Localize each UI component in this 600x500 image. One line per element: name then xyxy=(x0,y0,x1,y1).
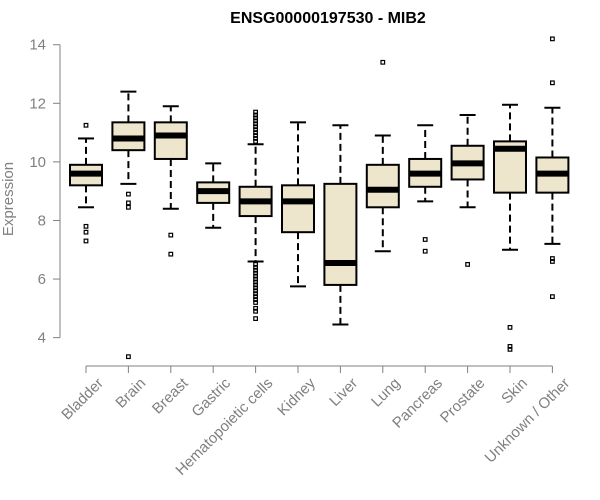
outlier-point xyxy=(422,248,428,254)
outlier-point xyxy=(253,291,259,297)
iqr-box xyxy=(281,184,315,234)
box-unknown-other xyxy=(535,36,570,300)
y-tick-label: 6 xyxy=(38,271,46,288)
y-tick-label: 14 xyxy=(29,37,46,54)
box-gastric xyxy=(196,162,231,229)
box-breast xyxy=(153,105,188,257)
outlier-point xyxy=(253,130,259,135)
outlier-point xyxy=(83,238,89,244)
outlier-point xyxy=(253,112,259,118)
y-tick-label: 12 xyxy=(29,95,46,112)
outlier-point xyxy=(125,191,131,197)
outlier-point xyxy=(125,204,131,210)
outlier-point xyxy=(253,118,259,124)
outlier-point xyxy=(253,285,259,291)
box-bladder xyxy=(69,122,103,244)
outlier-point xyxy=(253,124,259,130)
x-tick-label: Bladder xyxy=(58,375,107,424)
outlier-point xyxy=(253,305,259,311)
outlier-point xyxy=(253,300,259,305)
outlier-point xyxy=(253,316,259,321)
outlier-point xyxy=(465,262,470,267)
x-tick-label: Prostate xyxy=(437,375,489,427)
box-kidney xyxy=(281,121,315,288)
outlier-point xyxy=(253,127,259,133)
y-tick-label: 8 xyxy=(38,212,46,229)
outlier-point xyxy=(253,270,259,276)
outlier-point xyxy=(422,237,428,242)
outlier-point xyxy=(253,262,259,267)
box-lung xyxy=(365,59,400,253)
outlier-point xyxy=(253,109,259,115)
outlier-point xyxy=(549,294,555,300)
boxes xyxy=(69,36,570,360)
x-tick-label: Lung xyxy=(368,375,404,411)
outlier-point xyxy=(253,308,259,314)
outlier-point xyxy=(83,122,89,128)
outlier-point xyxy=(253,282,259,288)
outlier-point xyxy=(549,259,555,264)
x-tick-label: Kidney xyxy=(274,374,319,419)
box-prostate xyxy=(450,114,485,267)
outlier-point xyxy=(125,200,131,206)
outlier-point xyxy=(125,354,131,360)
outlier-point xyxy=(253,279,259,285)
y-axis: 4 6 8 10 12 14 xyxy=(29,37,61,347)
box-pancreas xyxy=(408,124,443,254)
outlier-point xyxy=(253,115,259,121)
outlier-point xyxy=(253,288,259,294)
box-brain xyxy=(111,90,146,360)
iqr-box xyxy=(153,121,188,160)
x-tick-label: Brain xyxy=(112,375,149,412)
outlier-point xyxy=(549,80,555,86)
outlier-point xyxy=(168,251,174,257)
box-hematopoietic-cells xyxy=(238,109,273,321)
y-axis-label: Expression xyxy=(0,162,17,236)
outlier-point xyxy=(253,267,259,273)
outlier-point xyxy=(83,229,89,235)
y-tick-label: 4 xyxy=(38,330,46,347)
chart-title: ENSG00000197530 - MIB2 xyxy=(230,10,426,27)
iqr-box xyxy=(323,182,358,286)
outlier-point xyxy=(253,121,259,127)
outlier-point xyxy=(549,36,555,42)
outlier-point xyxy=(549,256,555,261)
outlier-point xyxy=(83,223,89,229)
x-tick-label: Breast xyxy=(149,374,192,417)
x-tick-label: Skin xyxy=(498,375,531,408)
outlier-point xyxy=(507,344,513,349)
outlier-point xyxy=(507,346,513,352)
outlier-point xyxy=(507,324,513,330)
x-tick-label: Liver xyxy=(326,375,361,410)
outlier-point xyxy=(253,133,259,138)
outlier-point xyxy=(253,276,259,282)
outlier-point xyxy=(253,297,259,302)
outlier-point xyxy=(253,264,259,270)
outlier-point xyxy=(253,138,259,144)
outlier-point xyxy=(380,59,386,65)
iqr-box xyxy=(365,163,400,209)
outlier-point xyxy=(253,294,259,300)
box-liver xyxy=(323,124,358,326)
outlier-point xyxy=(253,273,259,279)
outlier-point xyxy=(253,136,259,141)
box-skin xyxy=(493,103,527,352)
outlier-point xyxy=(168,232,174,238)
y-tick-label: 10 xyxy=(29,154,46,171)
